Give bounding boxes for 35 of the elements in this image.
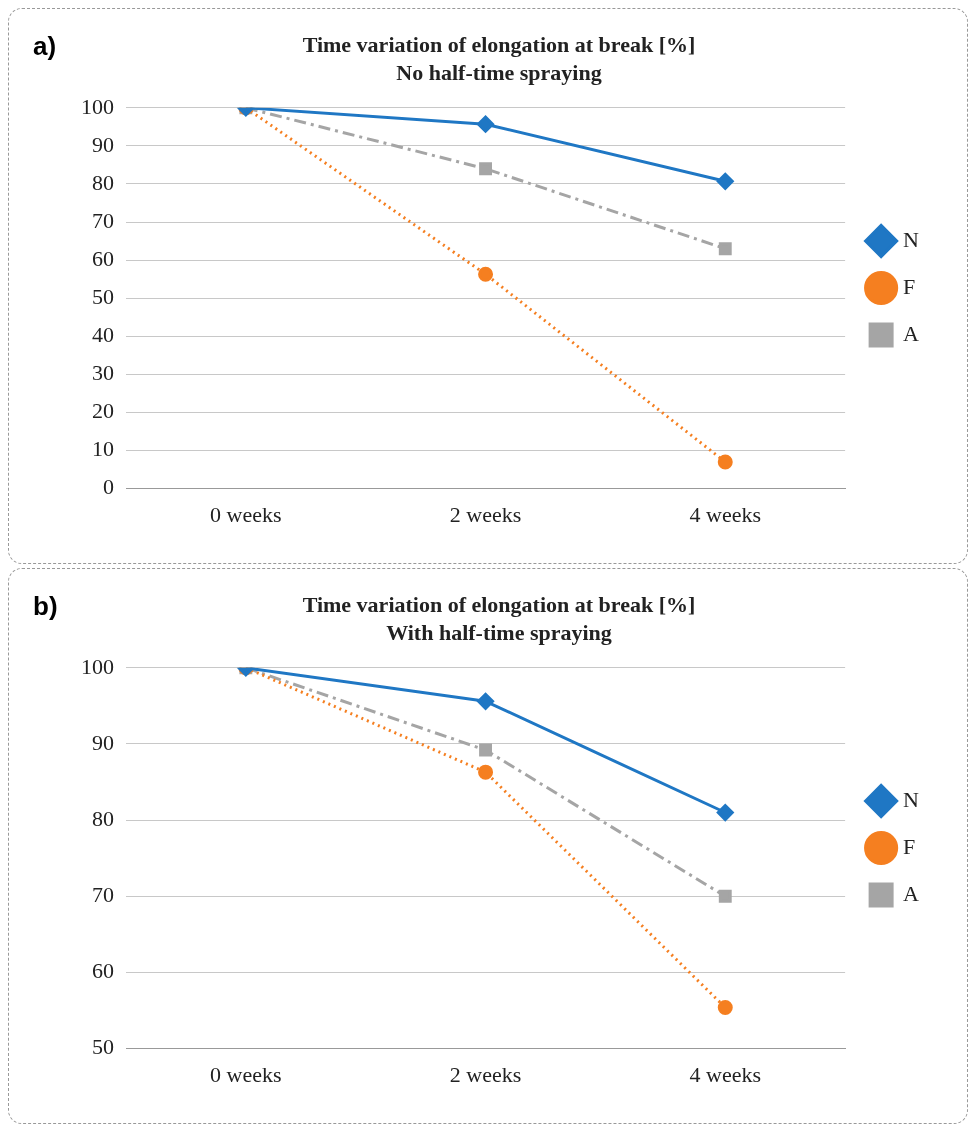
y-tick-label: 100: [81, 93, 114, 119]
x-tick-label: 0 weeks: [210, 501, 282, 527]
text: a): [33, 31, 57, 62]
chart-title: Time variation of elongation at break [%]: [302, 591, 696, 617]
legend-label: F: [903, 273, 916, 299]
chart-title: Time variation of elongation at break [%]: [302, 31, 696, 57]
legend-label: A: [903, 320, 920, 346]
y-tick-label: 50: [92, 1034, 114, 1060]
x-tick-label: 0 weeks: [210, 1061, 282, 1087]
y-tick-label: 100: [81, 653, 114, 679]
x-tick-label: 2 weeks: [449, 1061, 522, 1087]
y-tick-label: 90: [92, 729, 114, 755]
chart-subtitle: With half-time spraying: [386, 620, 612, 646]
y-tick-label: 50: [92, 283, 114, 309]
y-tick-label: 90: [92, 131, 114, 157]
x-tick-label: 4 weeks: [689, 1061, 761, 1087]
y-tick-label: 80: [92, 805, 114, 831]
chart-subtitle: No half-time spraying: [396, 60, 602, 86]
x-tick-label: 4 weeks: [689, 501, 761, 527]
y-tick-label: 0: [103, 474, 114, 500]
legend-label: A: [903, 880, 920, 906]
y-tick-label: 60: [92, 245, 114, 271]
y-tick-label: 20: [92, 398, 114, 424]
x-tick-label: 2 weeks: [449, 501, 522, 527]
y-tick-label: 10: [92, 436, 114, 462]
y-tick-label: 60: [92, 958, 114, 984]
y-tick-label: 40: [92, 322, 114, 348]
legend-label: N: [903, 226, 920, 252]
y-tick-label: 70: [92, 882, 114, 908]
legend-label: F: [903, 833, 916, 859]
text: b): [33, 591, 58, 622]
y-tick-label: 70: [92, 207, 114, 233]
y-tick-label: 80: [92, 169, 114, 195]
legend-label: N: [903, 786, 920, 812]
y-tick-label: 30: [92, 360, 114, 386]
